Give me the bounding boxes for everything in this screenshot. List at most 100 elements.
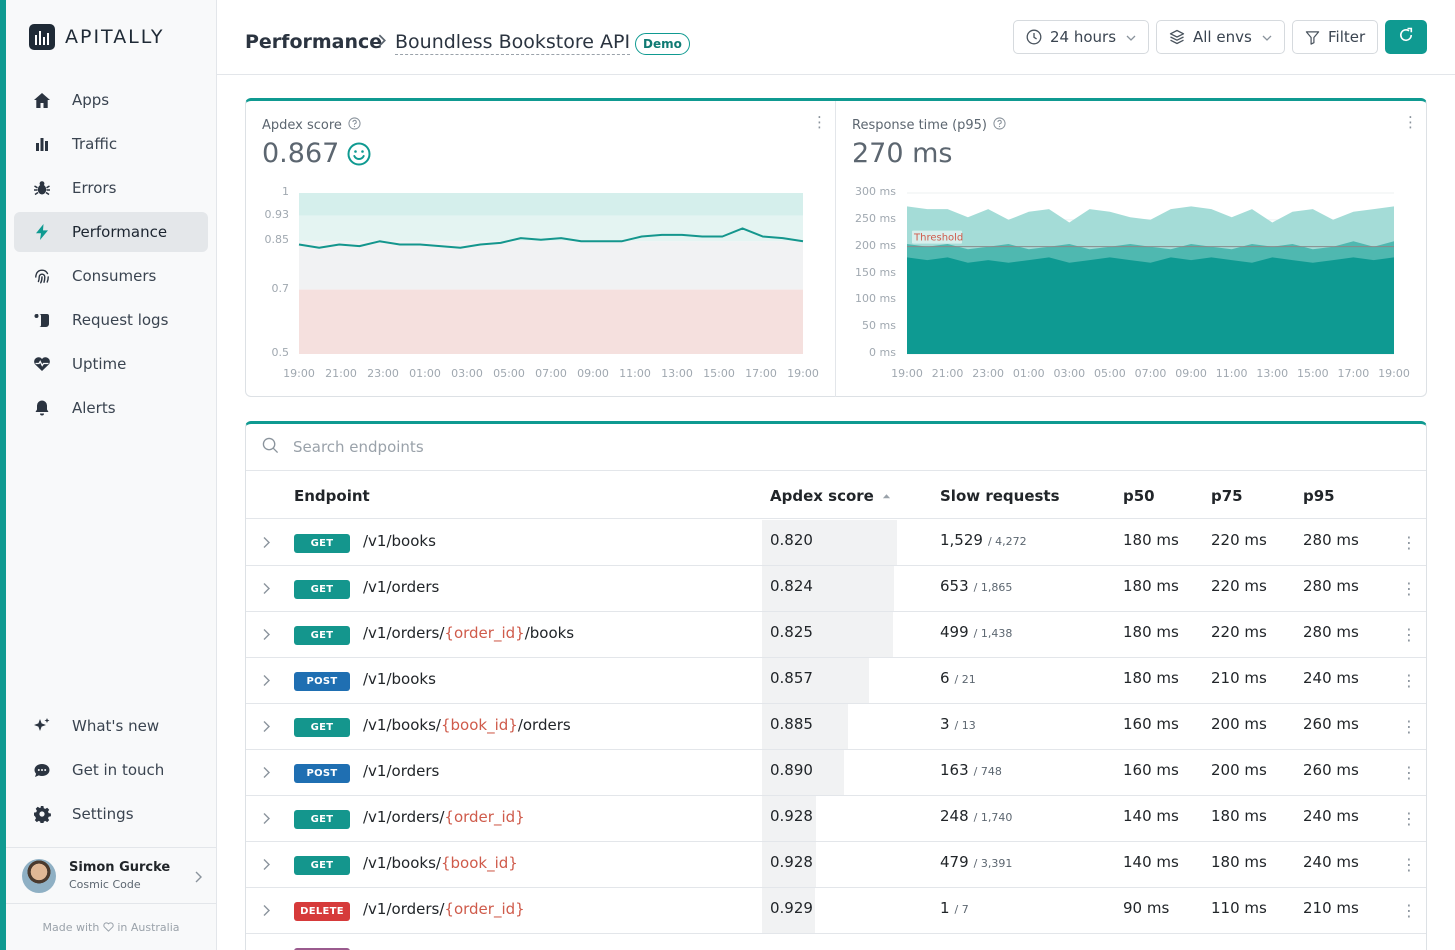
environment-select[interactable]: All envs xyxy=(1156,20,1285,54)
p95-value: 260 ms xyxy=(1303,715,1359,733)
endpoint-path[interactable]: /v1/orders/{order_id} xyxy=(363,900,525,918)
p50-value: 180 ms xyxy=(1123,623,1179,641)
expand-chevron-icon[interactable] xyxy=(262,902,270,921)
sidebar-item-settings[interactable]: Settings xyxy=(14,794,208,834)
filter-button[interactable]: Filter xyxy=(1292,20,1379,54)
table-row[interactable]: GET/v1/books/{book_id} 0.928 479 / 3,391 140… xyxy=(246,842,1426,888)
expand-chevron-icon[interactable] xyxy=(262,580,270,599)
header-slow-requests[interactable]: Slow requests xyxy=(940,487,1060,505)
table-row[interactable]: POST/v1/books 0.857 6 / 21 180 ms 210 ms 240 m… xyxy=(246,658,1426,704)
help-icon[interactable] xyxy=(993,117,1006,134)
p75-value: 220 ms xyxy=(1211,577,1267,595)
chevron-right-icon xyxy=(194,868,202,887)
apdex-score: 0.825 xyxy=(770,623,813,641)
endpoint-path[interactable]: /v1/orders/{order_id}/books xyxy=(363,624,574,642)
table-row[interactable]: GET/v1/orders/{order_id} 0.928 248 / 1,740 1… xyxy=(246,796,1426,842)
header-p50[interactable]: p50 xyxy=(1123,487,1155,505)
header-apdex-score[interactable]: Apdex score xyxy=(770,487,891,505)
table-row[interactable]: GET/v1/orders/{order_id}/books 0.825 499 / … xyxy=(246,612,1426,658)
refresh-button[interactable] xyxy=(1385,20,1427,54)
row-menu-icon[interactable]: ⋮ xyxy=(1401,809,1417,828)
breadcrumb-section[interactable]: Performance xyxy=(245,31,383,53)
p75-value: 200 ms xyxy=(1211,761,1267,779)
slow-requests: 1 / 7 xyxy=(940,899,969,917)
sidebar-item-what-s-new[interactable]: What's new xyxy=(14,706,208,746)
row-menu-icon[interactable]: ⋮ xyxy=(1401,717,1417,736)
breadcrumb-app[interactable]: Boundless Bookstore API xyxy=(395,31,631,55)
expand-chevron-icon[interactable] xyxy=(262,534,270,553)
table-row[interactable]: GET/v1/books/{book_id}/orders 0.885 3 / 13 1… xyxy=(246,704,1426,750)
user-menu[interactable]: Simon Gurcke Cosmic Code xyxy=(6,847,216,904)
path-param: {order_id} xyxy=(444,624,525,642)
total-count: / 748 xyxy=(973,765,1002,778)
apdex-x-tick: 01:00 xyxy=(409,367,441,380)
help-icon[interactable] xyxy=(348,117,361,134)
row-menu-icon[interactable]: ⋮ xyxy=(1401,533,1417,552)
search-icon xyxy=(262,437,279,458)
row-menu-icon[interactable]: ⋮ xyxy=(1401,625,1417,644)
sidebar-item-performance[interactable]: Performance xyxy=(14,212,208,252)
expand-chevron-icon[interactable] xyxy=(262,856,270,875)
sidebar-item-get-in-touch[interactable]: Get in touch xyxy=(14,750,208,790)
p50-area xyxy=(907,257,1394,354)
endpoint-path[interactable]: /v1/orders/{order_id} xyxy=(363,808,525,826)
endpoint-path[interactable]: /v1/books/{book_id}/orders xyxy=(363,716,571,734)
bug-icon xyxy=(32,178,52,198)
bell-icon xyxy=(32,398,52,418)
expand-chevron-icon[interactable] xyxy=(262,718,270,737)
sidebar-item-label: Errors xyxy=(72,179,117,197)
apdex-y-tick: 0.7 xyxy=(271,281,290,295)
endpoint-path[interactable]: /v1/books xyxy=(363,532,436,550)
response-x-tick: 01:00 xyxy=(1012,367,1045,380)
row-menu-icon[interactable]: ⋮ xyxy=(1401,855,1417,874)
endpoint-path[interactable]: /v1/books/{book_id} xyxy=(363,854,518,872)
sidebar-item-consumers[interactable]: Consumers xyxy=(14,256,208,296)
lightning-icon xyxy=(32,222,52,242)
expand-chevron-icon[interactable] xyxy=(262,672,270,691)
sidebar-item-request-logs[interactable]: Request logs xyxy=(14,300,208,340)
apdex-card-menu-icon[interactable]: ⋮ xyxy=(812,113,827,131)
sidebar-item-apps[interactable]: Apps xyxy=(14,80,208,120)
slow-requests: 479 / 3,391 xyxy=(940,853,1012,871)
endpoint-path[interactable]: /v1/orders xyxy=(363,762,439,780)
sidebar-item-traffic[interactable]: Traffic xyxy=(14,124,208,164)
expand-chevron-icon[interactable] xyxy=(262,810,270,829)
p75-value: 180 ms xyxy=(1211,853,1267,871)
p75-value: 110 ms xyxy=(1211,899,1267,917)
expand-chevron-icon[interactable] xyxy=(262,626,270,645)
apdex-x-tick: 13:00 xyxy=(661,367,693,380)
table-row[interactable]: GET/v1/books 0.820 1,529 / 4,272 180 ms 220 m… xyxy=(246,520,1426,566)
table-row-partial[interactable] xyxy=(246,934,1426,950)
apdex-chart xyxy=(298,193,804,354)
app-logo[interactable]: APITALLY xyxy=(29,24,164,50)
table-row[interactable]: POST/v1/orders 0.890 163 / 748 160 ms 200 ms 2… xyxy=(246,750,1426,796)
slow-count: 499 xyxy=(940,623,969,641)
table-row[interactable]: DELETE/v1/orders/{order_id} 0.929 1 / 7 90 m… xyxy=(246,888,1426,934)
header-p95[interactable]: p95 xyxy=(1303,487,1335,505)
endpoint-path[interactable]: /v1/books xyxy=(363,670,436,688)
row-menu-icon[interactable]: ⋮ xyxy=(1401,579,1417,598)
apdex-score: 0.928 xyxy=(770,853,813,871)
header-endpoint[interactable]: Endpoint xyxy=(294,487,370,505)
table-row[interactable]: GET/v1/orders 0.824 653 / 1,865 180 ms 220 ms… xyxy=(246,566,1426,612)
response-card-menu-icon[interactable]: ⋮ xyxy=(1403,113,1418,131)
response-y-tick: 200 ms xyxy=(855,238,896,252)
sidebar-item-uptime[interactable]: Uptime xyxy=(14,344,208,384)
endpoint-path[interactable]: /v1/orders xyxy=(363,578,439,596)
header-p75[interactable]: p75 xyxy=(1211,487,1243,505)
sidebar-item-errors[interactable]: Errors xyxy=(14,168,208,208)
time-range-select[interactable]: 24 hours xyxy=(1013,20,1150,54)
p95-value: 260 ms xyxy=(1303,761,1359,779)
row-menu-icon[interactable]: ⋮ xyxy=(1401,763,1417,782)
p95-value: 240 ms xyxy=(1303,807,1359,825)
p50-value: 180 ms xyxy=(1123,669,1179,687)
expand-chevron-icon[interactable] xyxy=(262,764,270,783)
row-menu-icon[interactable]: ⋮ xyxy=(1401,671,1417,690)
search-input[interactable] xyxy=(293,438,893,456)
path-segment: /v1/orders/ xyxy=(363,808,445,826)
row-menu-icon[interactable]: ⋮ xyxy=(1401,901,1417,920)
response-x-tick: 03:00 xyxy=(1053,367,1086,380)
slow-requests: 653 / 1,865 xyxy=(940,577,1012,595)
sidebar-item-alerts[interactable]: Alerts xyxy=(14,388,208,428)
slow-count: 163 xyxy=(940,761,969,779)
